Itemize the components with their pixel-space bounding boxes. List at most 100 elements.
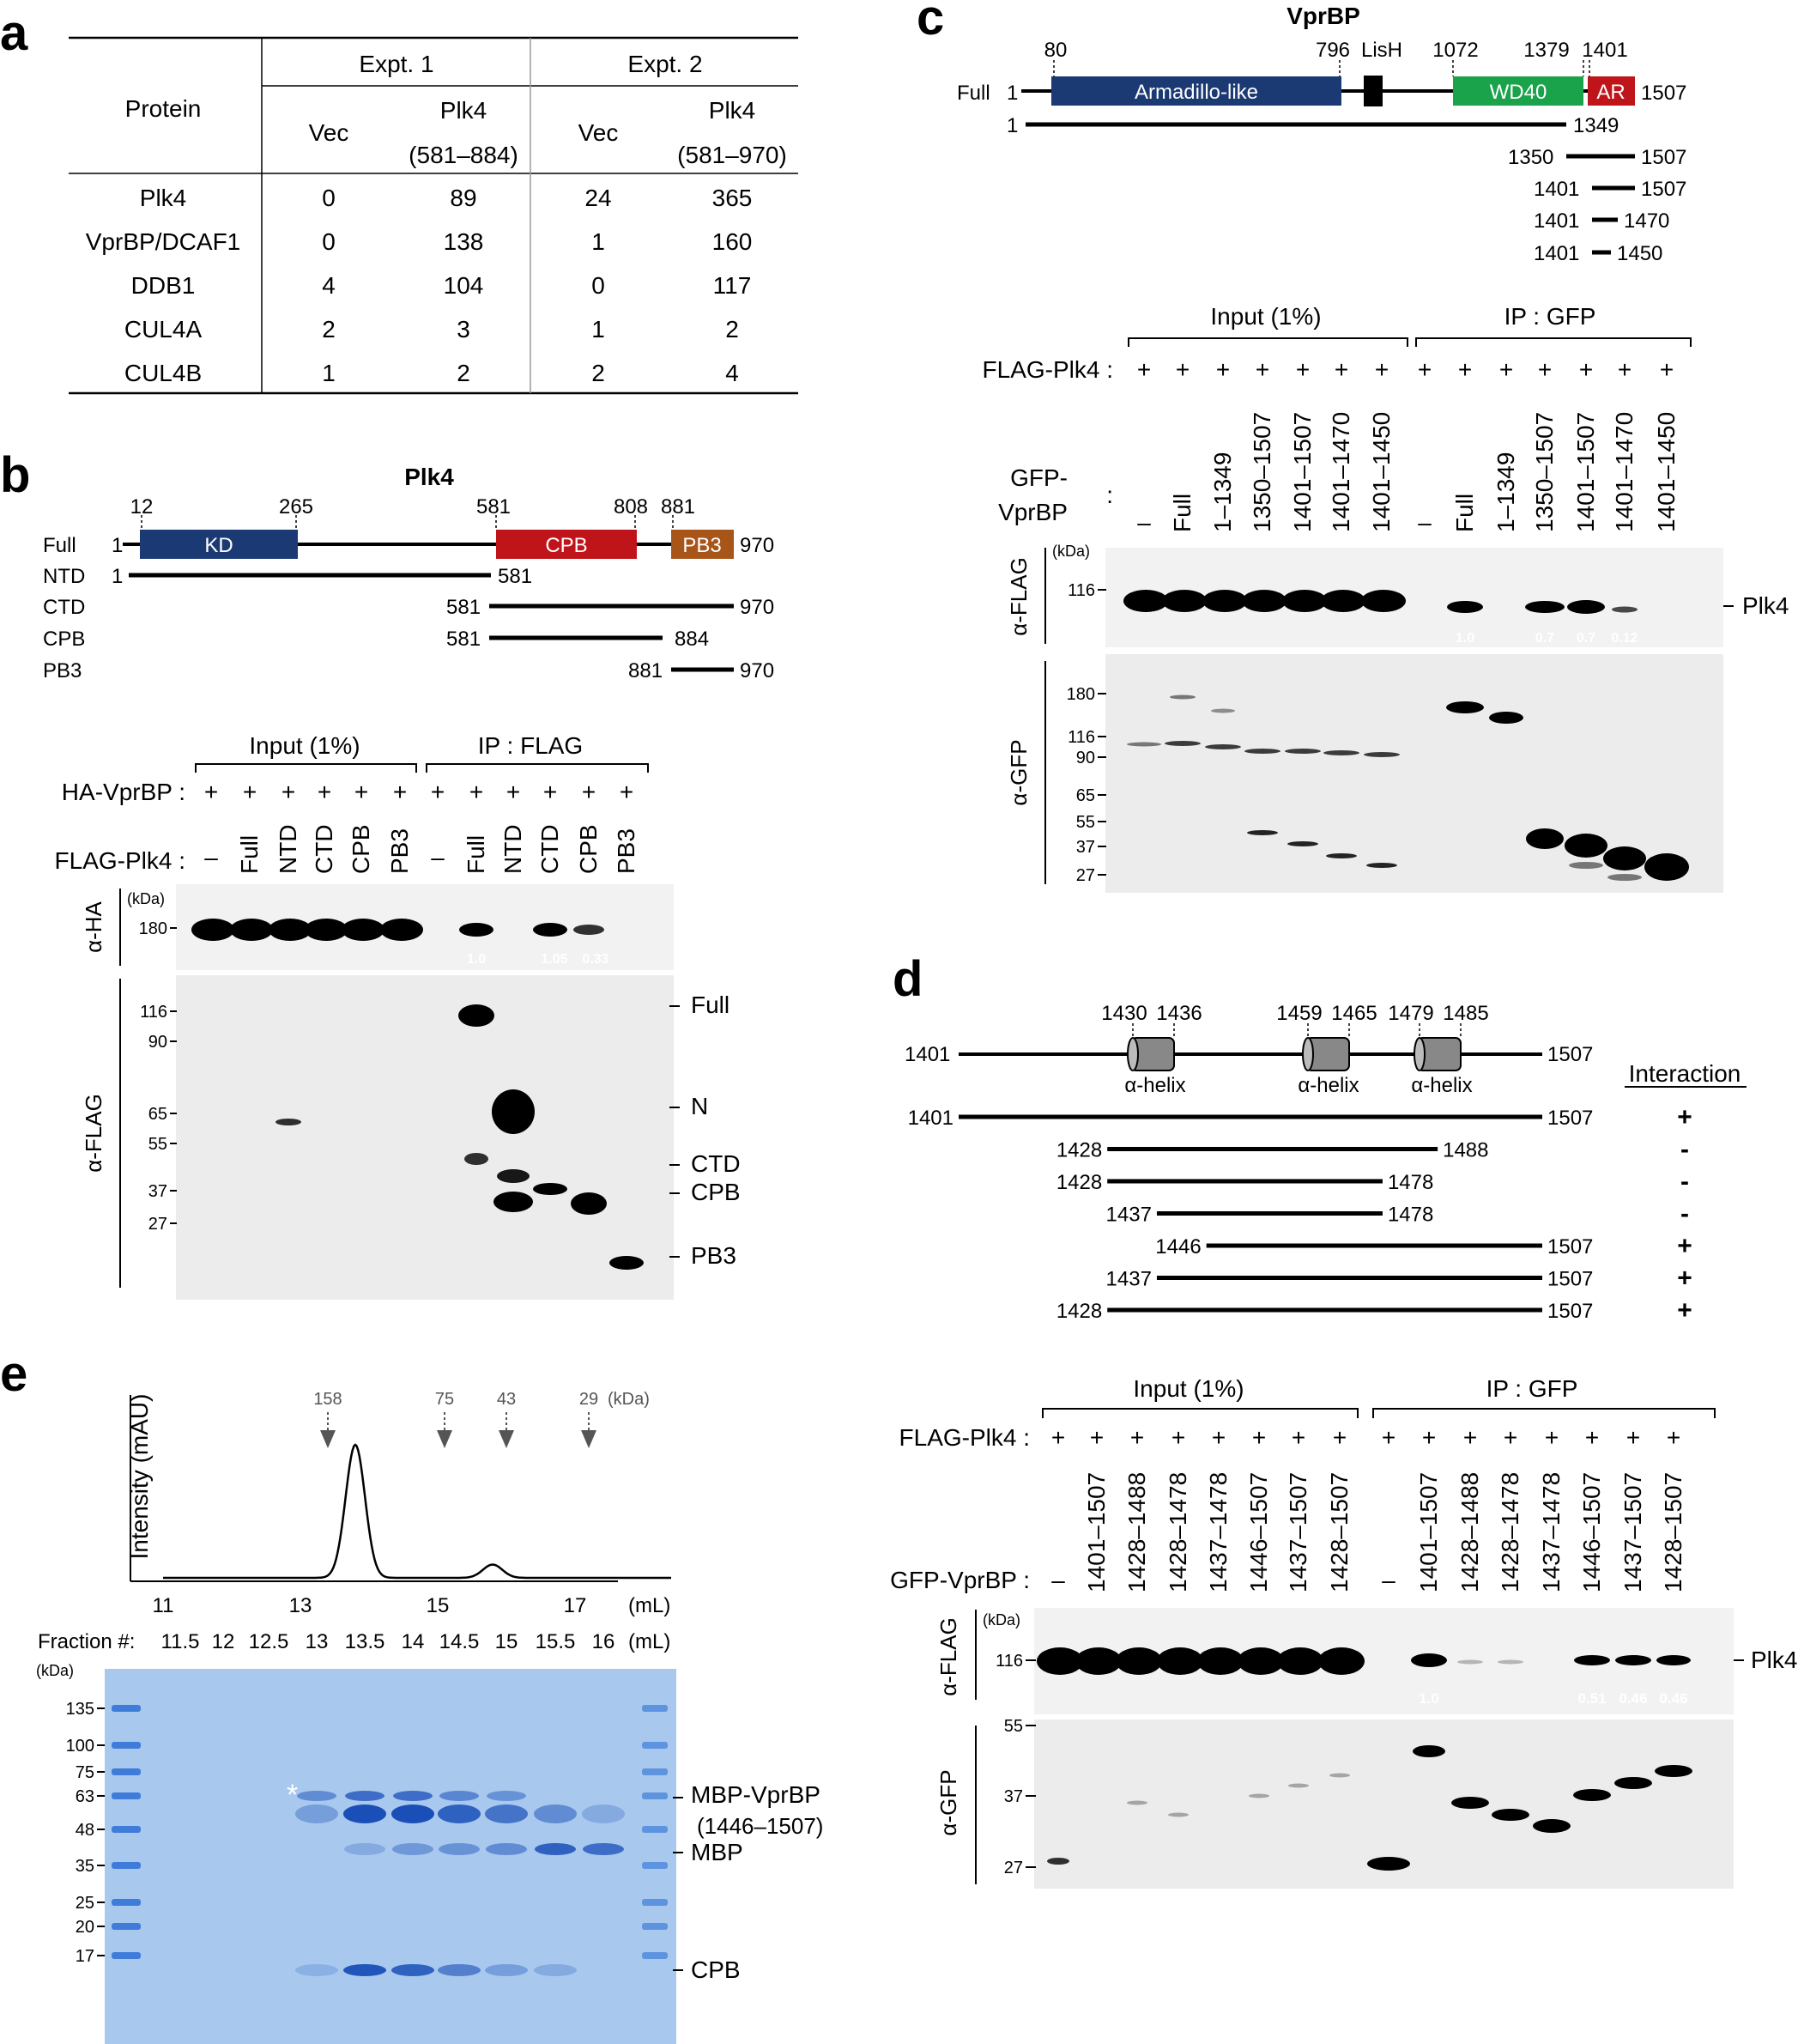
- gel-band-upper: [439, 1791, 479, 1801]
- gel-band-mbp: [439, 1843, 480, 1855]
- c-plus-sign: +: [1499, 356, 1513, 383]
- vprbp-c1-start: 1: [1007, 114, 1018, 137]
- d-plus-sign: +: [1463, 1424, 1477, 1451]
- d-blot2-marker: 55: [1004, 1717, 1023, 1736]
- helix-1: [1127, 1037, 1175, 1071]
- b-plus-sign: +: [282, 779, 295, 805]
- marker-unit: (kDa): [608, 1390, 650, 1409]
- c-lane-label: 1350–1507: [1249, 412, 1275, 532]
- c-plus-sign: +: [1296, 356, 1310, 383]
- panel-d-blot: Input (1%) IP : GFP FLAG-Plk4 : GFP-VprB…: [890, 1375, 1797, 1889]
- c-row2-colon: :: [1106, 482, 1113, 508]
- plk4-num-881: 881: [661, 495, 695, 519]
- b-lane-label: PB3: [386, 828, 413, 874]
- table-cell: 104: [444, 272, 484, 299]
- d-blot2-band: [1655, 1765, 1692, 1777]
- c-lane-dash: –: [1418, 509, 1432, 536]
- table-row-name: Plk4: [140, 185, 186, 211]
- helix-3: [1414, 1037, 1462, 1071]
- vprbp-full-start: 1: [1007, 82, 1018, 105]
- d-lane-label: 1446–1507: [1578, 1472, 1605, 1592]
- c-blot2-marker: 27: [1076, 866, 1095, 885]
- c-blot2-marker: 37: [1076, 838, 1095, 857]
- gel-band-mbp: [583, 1843, 624, 1855]
- c-blot2-marker: 180: [1067, 685, 1095, 704]
- gel-band-mbp: [486, 1843, 527, 1855]
- c-blot1-band: [1525, 601, 1565, 613]
- size-marker-arrow: [581, 1430, 596, 1448]
- c-row1-label: FLAG-Plk4 :: [983, 356, 1113, 383]
- size-marker-arrow: [320, 1430, 336, 1448]
- table-cell: 1: [591, 228, 605, 255]
- plk4-schematic-title: Plk4: [404, 464, 454, 490]
- c-plus-sign: +: [1256, 356, 1269, 383]
- gel-marker-label: 25: [76, 1894, 94, 1913]
- ladder-band: [112, 1862, 141, 1869]
- gel-band-mbp-vprbp: [438, 1804, 481, 1823]
- ladder-band: [112, 1952, 141, 1959]
- construct-full-start: 1: [112, 534, 123, 557]
- helix-num-1436: 1436: [1156, 1002, 1202, 1025]
- sds-page-gel: [105, 1669, 676, 2044]
- c-blot2-band: [1247, 830, 1278, 835]
- d-blot2-band: [1367, 1857, 1410, 1871]
- b-lane-dash: –: [204, 844, 218, 870]
- gel-band-upper: [297, 1791, 336, 1801]
- kd-label: KD: [204, 534, 233, 557]
- b-blot2-right-label: Full: [691, 992, 729, 1018]
- c-lane-dash: –: [1137, 509, 1151, 536]
- fraction-header: 13: [306, 1630, 329, 1653]
- d-construct-start: 1428: [1056, 1171, 1102, 1194]
- c-quant-value: 0.12: [1611, 631, 1638, 646]
- gel-band-upper: [345, 1791, 384, 1801]
- c-blot2-band: [1287, 841, 1318, 846]
- b-blot1-band: [533, 923, 567, 937]
- d-blot2-band: [1573, 1789, 1611, 1801]
- panel-e-gel: Fraction #: 11.5 12 12.5 13 13.5 14 14.5 15 15.5…: [36, 1630, 823, 2044]
- c-plus-sign: +: [1375, 356, 1389, 383]
- panel-b-schematic: Plk4 KD CPB PB3 12 265 581 808 881 Full …: [43, 464, 774, 682]
- ar-label: AR: [1596, 81, 1625, 104]
- table-cell: 2: [322, 316, 336, 343]
- gel-marker-label: 100: [66, 1737, 94, 1756]
- fraction-header: 14: [402, 1630, 425, 1653]
- vprbp-c2-start: 1350: [1508, 146, 1553, 169]
- size-marker-arrow: [437, 1430, 452, 1448]
- b-blot1-band: [191, 919, 234, 941]
- c-blot2-band: [1205, 744, 1241, 749]
- d-plus-sign: +: [1585, 1424, 1599, 1451]
- fraction-header: 15: [495, 1630, 518, 1653]
- d-main-end: 1507: [1547, 1043, 1593, 1066]
- b-blot2-marker: 27: [148, 1215, 167, 1234]
- panel-letter-b: b: [0, 447, 30, 503]
- size-marker-label: 158: [313, 1390, 342, 1409]
- d-main-start: 1401: [905, 1043, 950, 1066]
- c-blot1-band: [1202, 590, 1247, 612]
- plk4-header-2: Plk4: [709, 97, 755, 124]
- chromatogram-x-ticks: 11 13 15 17: [153, 1594, 587, 1617]
- fraction-header: 11.5: [161, 1630, 200, 1653]
- table-cell: 24: [584, 185, 611, 211]
- fraction-label: Fraction #:: [38, 1630, 135, 1653]
- c-blot1-marker: 116: [1068, 581, 1095, 600]
- c-blot2-band: [1565, 834, 1607, 858]
- ladder-band: [112, 1826, 141, 1833]
- panel-letter-c: c: [917, 0, 944, 45]
- fraction-header: 13.5: [345, 1630, 385, 1653]
- d-blot2-band: [1413, 1745, 1445, 1757]
- d-lane-label: 1401–1507: [1415, 1472, 1442, 1592]
- helix-num-1459: 1459: [1276, 1002, 1322, 1025]
- b-blot1-band: [459, 923, 493, 937]
- d-lane-headers: + + + + + + + + + + + + + + + +– 1401–1507 1428–1488 1428–…: [1051, 1424, 1686, 1593]
- vprbp-c1-end: 1349: [1573, 114, 1619, 137]
- c-plus-sign: +: [1418, 356, 1432, 383]
- c-lane-label: 1401–1450: [1653, 412, 1680, 532]
- plk4-num-581: 581: [476, 495, 511, 519]
- c-blot2-band: [1244, 749, 1280, 754]
- c-plus-sign: +: [1660, 356, 1674, 383]
- gel-marker-label: 35: [76, 1857, 94, 1876]
- table-cell: 3: [457, 316, 470, 343]
- b-plus-sign: +: [469, 779, 483, 805]
- gel-band-upper: [487, 1791, 526, 1801]
- b-lane-label: PB3: [613, 828, 639, 874]
